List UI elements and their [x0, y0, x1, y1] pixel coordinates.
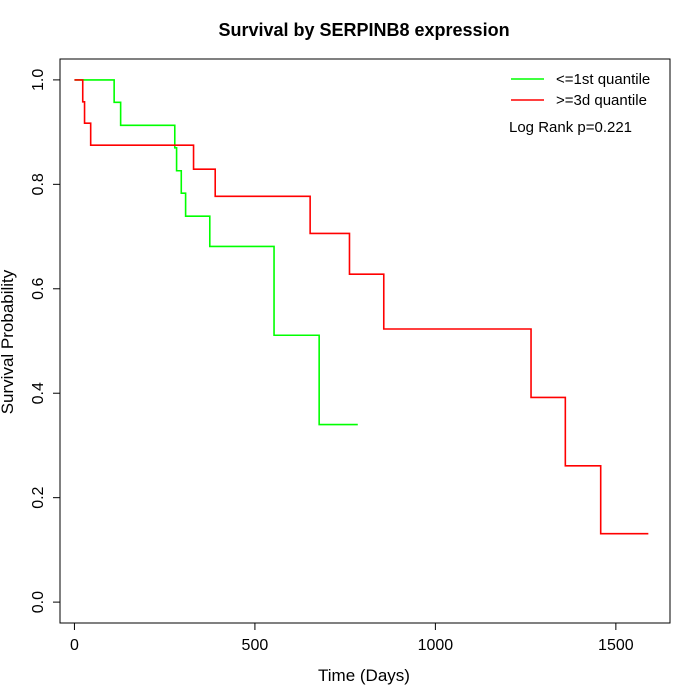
- survival-curve: [74, 79, 649, 535]
- y-tick-label: 0.2: [30, 486, 47, 508]
- x-axis-label: Time (Days): [318, 666, 410, 685]
- legend: <=1st quantile >=3d quantile: [511, 71, 650, 109]
- y-tick-label: 0.6: [30, 278, 47, 300]
- x-tick-label: 1500: [598, 637, 634, 654]
- y-axis-label: Survival Probability: [0, 269, 17, 414]
- y-tick-label: 1.0: [30, 69, 47, 91]
- y-axis: 0.0 0.2 0.4 0.6 0.8 1.0: [30, 69, 61, 613]
- plot-frame: [59, 58, 671, 624]
- legend-label: <=1st quantile: [556, 71, 650, 88]
- x-tick-label: 500: [242, 637, 269, 654]
- x-tick-label: 0: [70, 637, 79, 654]
- x-axis: 0 500 1000 1500: [70, 622, 634, 654]
- series-layer: [74, 79, 649, 535]
- y-tick-label: 0.4: [30, 382, 47, 404]
- legend-label: >=3d quantile: [556, 92, 647, 109]
- chart-title: Survival by SERPINB8 expression: [218, 20, 509, 40]
- survival-curve: [74, 79, 358, 426]
- y-tick-label: 0.0: [30, 591, 47, 613]
- y-tick-label: 0.8: [30, 173, 47, 195]
- log-rank-annotation: Log Rank p=0.221: [509, 119, 632, 136]
- x-tick-label: 1000: [418, 637, 454, 654]
